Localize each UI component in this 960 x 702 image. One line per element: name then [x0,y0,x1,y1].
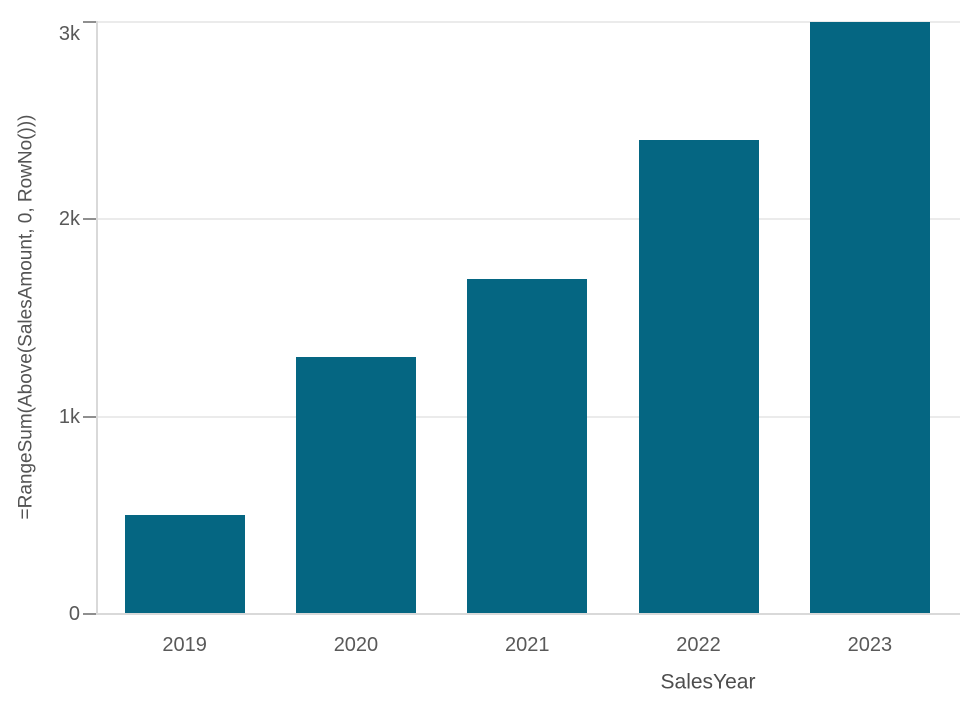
x-tick-label-2023[interactable]: 2023 [847,634,893,656]
x-tick-label-2021[interactable]: 2021 [505,634,550,656]
y-tick-label: 3k [58,23,80,45]
bar-2020[interactable] [295,357,416,614]
y-axis-title: =RangeSum(Above(SalesAmount, 0, RowNo())… [15,114,37,520]
y-tick-label: 1k [58,405,80,428]
x-axis-line [96,613,960,615]
x-tick-label-2022[interactable]: 2022 [676,634,721,656]
y-tick-label: 2k [58,208,80,231]
y-tick-label: 0 [68,603,80,625]
y-axis-tick [83,218,97,221]
y-axis-tick [83,613,97,615]
bar-2021[interactable] [467,278,588,614]
y-axis-line [96,21,98,614]
x-axis-title: SalesYear [660,670,756,694]
gridline [97,21,960,23]
y-axis-tick [83,415,97,418]
bar-2019[interactable] [124,515,245,614]
bar-2022[interactable] [638,140,759,614]
gridline [97,218,960,221]
x-tick-label-2019[interactable]: 2019 [162,634,207,656]
y-axis-tick [83,21,97,23]
bar-2023[interactable] [809,22,930,614]
x-tick-label-2020[interactable]: 2020 [333,634,379,656]
